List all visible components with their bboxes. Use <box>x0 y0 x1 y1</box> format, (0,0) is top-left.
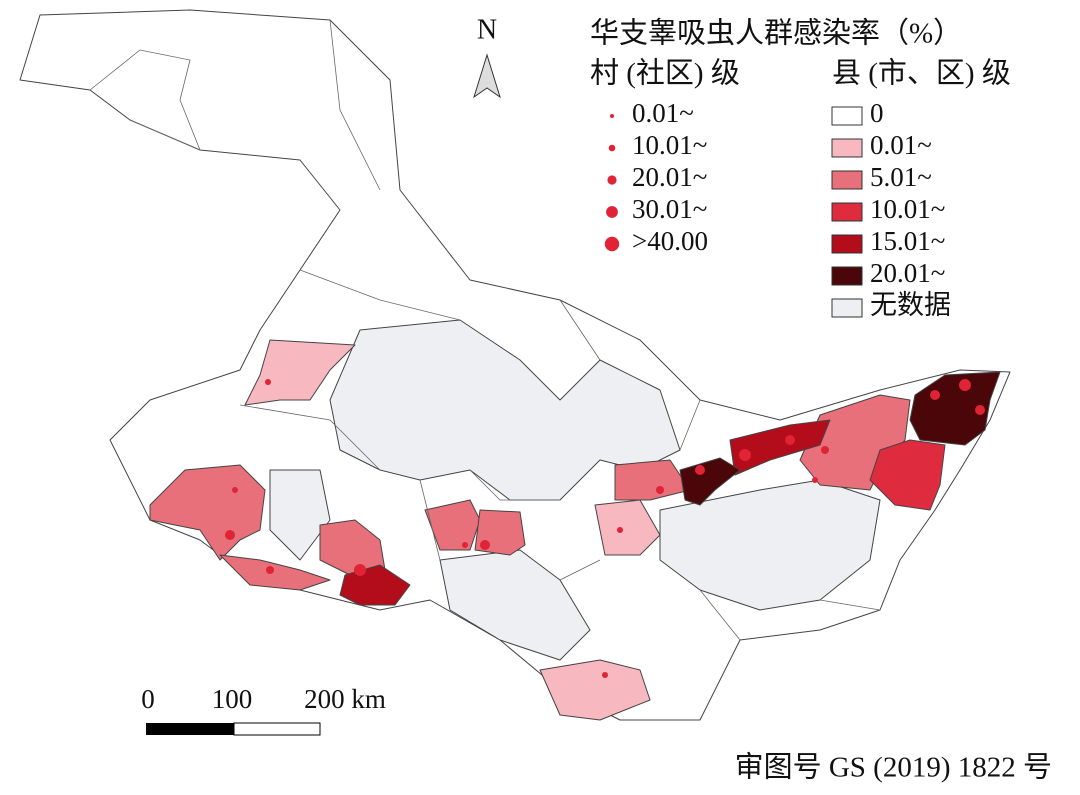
legend-label: 无数据 <box>870 290 951 320</box>
legend-dot <box>606 206 618 218</box>
region <box>729 419 831 476</box>
north-arrow <box>473 53 501 99</box>
no-data-region <box>439 549 591 661</box>
legend-label: 10.01~ <box>870 194 945 224</box>
legend-label: 10.01~ <box>632 130 707 160</box>
village-dot <box>232 487 238 493</box>
village-dot <box>975 405 985 415</box>
legend-title: 华支睾吸虫人群感染率（%） <box>590 17 962 50</box>
village-dot <box>225 530 235 540</box>
no-data-region <box>329 319 681 501</box>
scale-label: 0 <box>141 684 155 714</box>
scale-label: 100 <box>212 684 253 714</box>
legend-swatch <box>831 298 863 318</box>
legend-swatch <box>831 266 863 286</box>
village-dots <box>225 379 985 678</box>
north-label: N <box>477 14 497 45</box>
scale-bar <box>146 723 234 735</box>
legend-label: 15.01~ <box>870 226 945 256</box>
legend-swatch <box>831 170 863 190</box>
region <box>594 499 661 556</box>
legend-label: 0 <box>870 98 884 128</box>
village-dot <box>821 446 829 454</box>
legend-label: >40.00 <box>632 226 708 256</box>
legend-dot <box>604 236 620 252</box>
legend-label: 30.01~ <box>632 194 707 224</box>
legend-label: 5.01~ <box>870 162 932 192</box>
region <box>614 459 691 501</box>
legend-dot <box>608 144 616 152</box>
village-dot <box>265 379 271 385</box>
no-data-region <box>659 479 881 611</box>
village-dot <box>480 540 490 550</box>
border <box>89 19 881 641</box>
village-dot <box>812 477 818 483</box>
legend-label: 20.01~ <box>870 258 945 288</box>
village-dot <box>695 465 705 475</box>
village-legend-title: 村 (社区) 级 <box>590 57 740 90</box>
legend-swatch <box>831 138 863 158</box>
village-dot <box>739 449 751 461</box>
village-dot <box>785 435 795 445</box>
region <box>219 554 331 591</box>
legend-swatch <box>831 106 863 126</box>
village-dot <box>959 379 971 391</box>
regions <box>19 9 1011 721</box>
legend-dot <box>610 114 614 118</box>
region <box>244 339 356 406</box>
village-dot <box>354 564 366 576</box>
village-dot <box>462 542 468 548</box>
legend-swatch <box>831 202 863 222</box>
region <box>869 439 946 511</box>
no-data-region <box>269 469 331 561</box>
legend-swatch <box>831 234 863 254</box>
legend-label: 0.01~ <box>632 98 694 128</box>
village-dot <box>617 527 623 533</box>
region <box>679 457 741 506</box>
county-legend-title: 县 (市、区) 级 <box>832 57 1011 90</box>
scale-bar <box>233 722 321 736</box>
village-dot <box>266 566 274 574</box>
legend-label: 0.01~ <box>870 130 932 160</box>
region <box>909 371 1001 446</box>
scale-label: 200 km <box>304 684 386 714</box>
legend-label: 20.01~ <box>632 162 707 192</box>
region <box>424 499 481 551</box>
village-dot <box>656 486 664 494</box>
region <box>539 659 651 721</box>
village-dot <box>602 672 608 678</box>
legend-dot <box>607 175 617 185</box>
village-dot <box>930 390 940 400</box>
approval-number: 审图号 GS (2019) 1822 号 <box>735 751 1052 784</box>
